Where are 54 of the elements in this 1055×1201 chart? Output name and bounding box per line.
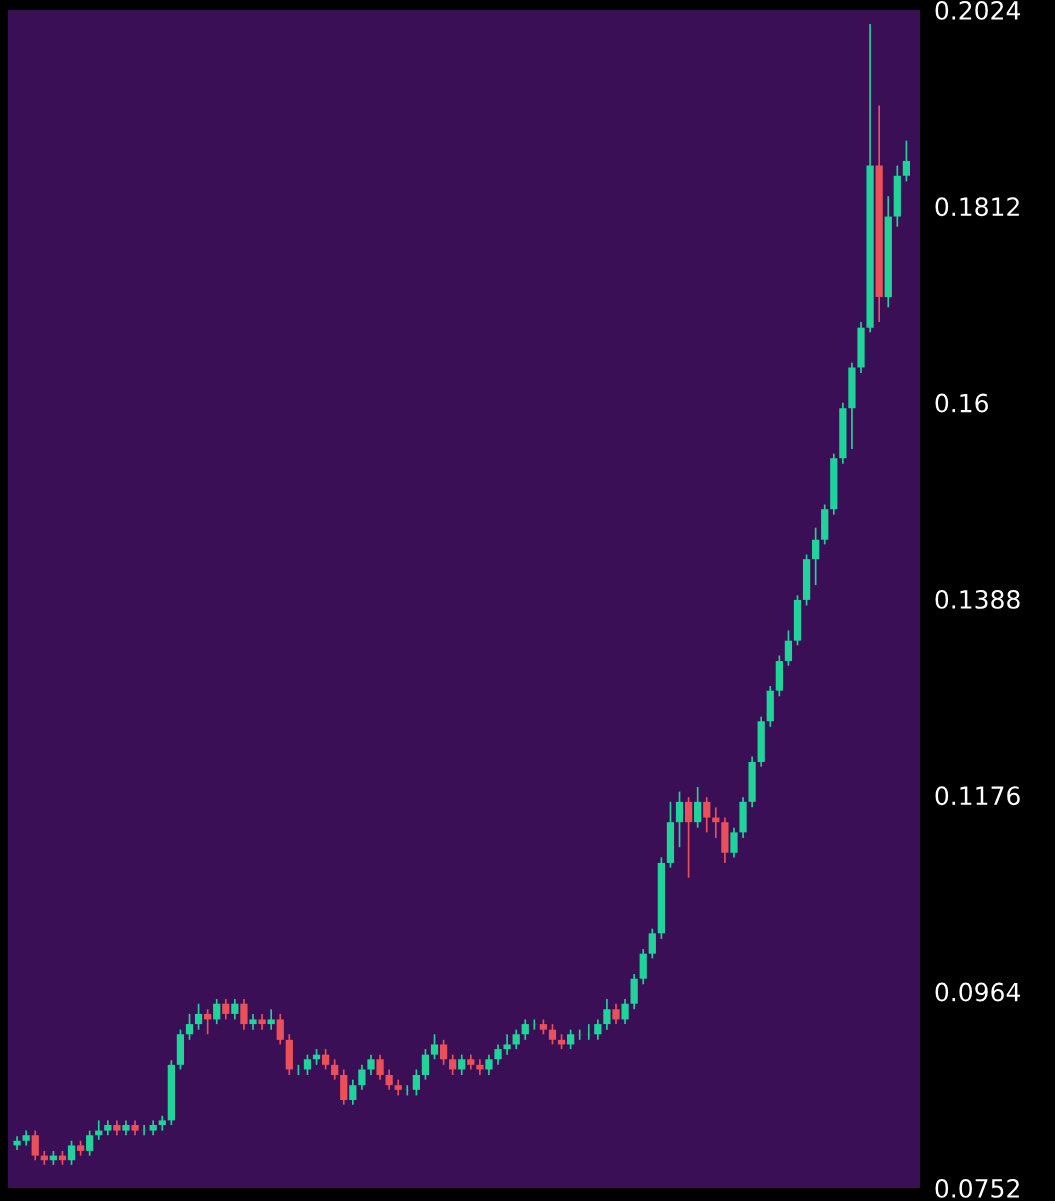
candlestick: [621, 998, 629, 1025]
candlestick: [276, 1013, 284, 1046]
candlestick: [185, 1013, 194, 1041]
candlestick: [31, 1129, 39, 1162]
candlestick: [612, 1002, 620, 1025]
candlestick: [812, 526, 820, 586]
candlestick: [567, 1028, 575, 1050]
candlestick: [902, 139, 911, 183]
candlestick: [358, 1063, 366, 1091]
y-tick-label: 0.0752: [935, 1178, 1019, 1198]
candlestick: [439, 1038, 448, 1066]
candlestick: [67, 1139, 76, 1166]
candlestick: [140, 1124, 148, 1137]
candlestick: [412, 1068, 420, 1097]
candlestick: [86, 1129, 94, 1157]
candlestick: [548, 1023, 557, 1046]
candlestick: [703, 796, 711, 834]
candlestick: [385, 1068, 393, 1091]
candlestick: [521, 1018, 529, 1041]
candlestick: [376, 1053, 384, 1081]
candlestick: [684, 796, 693, 879]
candlestick: [222, 998, 230, 1021]
candlestick: [231, 998, 239, 1021]
candlestick: [449, 1053, 457, 1076]
candlestick: [512, 1028, 520, 1050]
candlestick: [784, 629, 793, 667]
candlestick: [321, 1048, 330, 1071]
candlestick: [303, 1053, 312, 1076]
candlestick: [594, 1018, 602, 1041]
candlestick: [349, 1078, 357, 1106]
candlestick: [430, 1033, 439, 1061]
candlestick: [730, 826, 738, 859]
candlestick: [503, 1033, 511, 1056]
y-tick-label: 0.1812: [935, 197, 1019, 217]
candlestick: [421, 1048, 430, 1081]
candlestick: [494, 1043, 502, 1066]
candlestick: [194, 1002, 203, 1031]
candlestick: [367, 1053, 375, 1076]
y-tick-label: 0.2024: [935, 0, 1020, 20]
candlestick: [240, 998, 248, 1031]
candlestick: [648, 927, 656, 960]
candlestick: [213, 998, 221, 1025]
candlestick: [458, 1053, 466, 1076]
candlestick: [267, 1008, 275, 1031]
candlestick: [331, 1058, 339, 1081]
y-tick-label: 0.16: [935, 393, 988, 413]
candlestick: [675, 790, 684, 849]
y-tick-label: 0.0964: [935, 982, 1020, 1002]
y-tick-label: 0.1176: [935, 786, 1020, 806]
candlestick: [485, 1053, 493, 1076]
y-tick-label: 0.1388: [935, 589, 1020, 609]
candlestick: [694, 786, 702, 829]
candlestick: [476, 1058, 484, 1076]
candlestick: [603, 998, 611, 1031]
